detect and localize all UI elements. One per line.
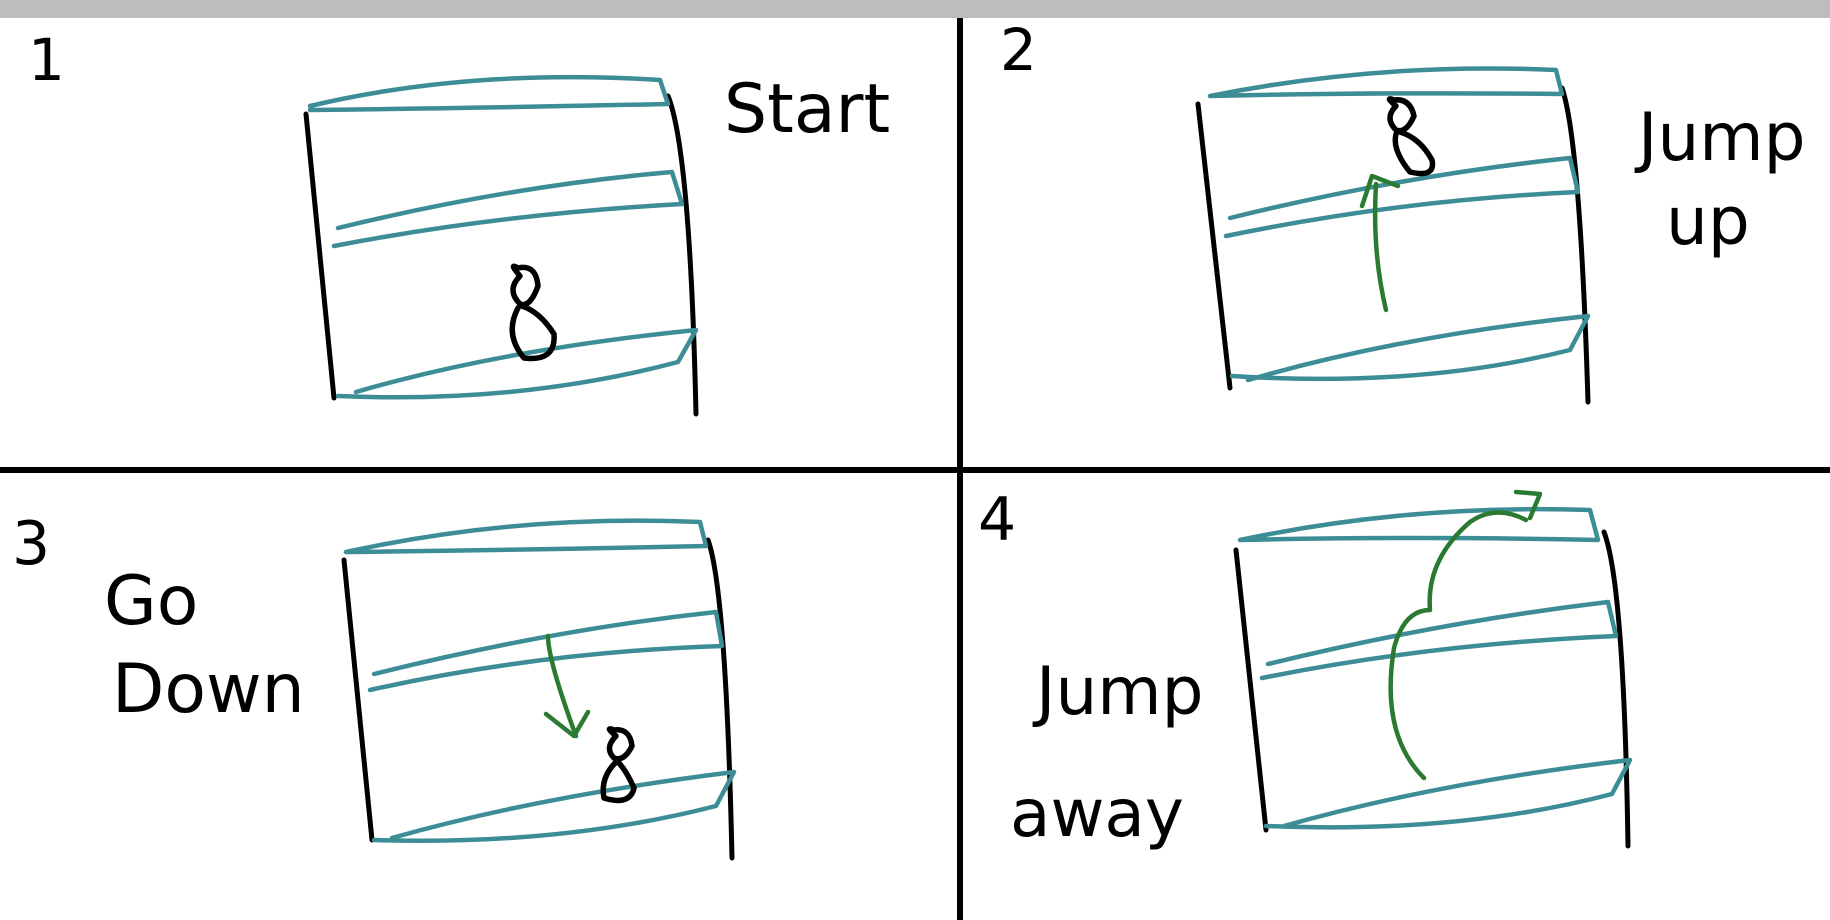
middle-shelf — [1259, 599, 1619, 681]
top-shelf — [1237, 506, 1601, 543]
bottom-shelf — [1263, 757, 1633, 830]
right-wall — [665, 93, 699, 417]
panel-4-caption-line-2: away — [1010, 775, 1184, 852]
bottom-shelf — [1229, 313, 1591, 383]
right-wall — [705, 537, 735, 861]
middle-shelf — [331, 169, 685, 249]
panel-2-number: 2 — [1000, 16, 1037, 84]
right-wall — [1559, 85, 1591, 405]
figure-icon — [1386, 96, 1436, 177]
left-wall — [341, 557, 375, 843]
top-shelf — [307, 74, 671, 113]
panel-2: 2 Jump up — [1000, 16, 1805, 405]
bottom-shelf — [371, 769, 737, 844]
panel-3: 3 Go Down — [12, 509, 737, 861]
top-bar — [0, 0, 1830, 18]
panel-1-shelf-unit — [303, 74, 699, 417]
panel-3-number: 3 — [12, 509, 50, 579]
middle-shelf — [367, 609, 725, 693]
panel-3-caption-line-1: Go — [104, 562, 198, 641]
left-wall — [1195, 101, 1233, 391]
bottom-shelf — [335, 327, 699, 400]
figure-icon — [600, 726, 637, 804]
left-wall — [303, 111, 337, 401]
down-arrow-icon — [543, 633, 591, 739]
panel-1-number: 1 — [28, 26, 65, 94]
right-wall — [1601, 529, 1631, 849]
panel-3-caption-line-2: Down — [112, 650, 305, 729]
panel-4-caption-line-1: Jump — [1032, 653, 1203, 730]
jump-arrow-icon — [1388, 489, 1543, 781]
figure-icon — [509, 263, 557, 362]
top-shelf — [1207, 66, 1565, 99]
panel-1-caption-line-1: Start — [724, 70, 890, 149]
panel-4-number: 4 — [978, 485, 1016, 555]
panel-2-caption-line-2: up — [1666, 183, 1750, 260]
panel-4-shelf-unit — [1233, 506, 1633, 849]
panel-1: 1 Start — [28, 26, 890, 417]
middle-shelf — [1223, 155, 1581, 239]
left-wall — [1233, 547, 1269, 833]
panel-2-shelf-unit — [1195, 66, 1591, 405]
panel-3-shelf-unit — [341, 518, 737, 861]
panel-2-caption-line-1: Jump — [1634, 99, 1805, 176]
up-arrow-icon — [1359, 173, 1401, 313]
panel-4: 4 Jump away — [978, 485, 1633, 852]
top-shelf — [343, 518, 709, 555]
